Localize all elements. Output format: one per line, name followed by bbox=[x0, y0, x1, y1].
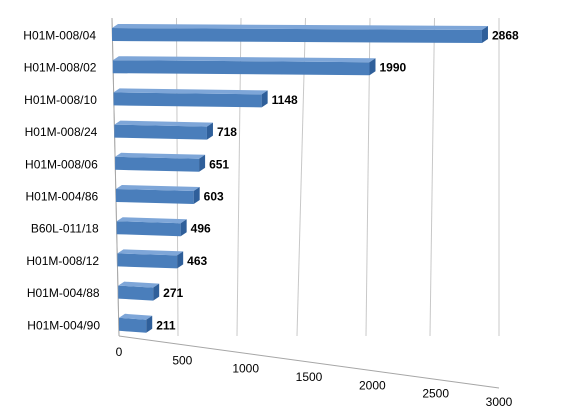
bar-side-H01M-004/88 bbox=[153, 283, 160, 301]
bar-H01M-004/90 bbox=[119, 313, 153, 333]
data-label-H01M-008/10: 1148 bbox=[272, 93, 298, 107]
bar-top-H01M-008/04 bbox=[112, 24, 488, 30]
bar-side-H01M-004/86 bbox=[193, 187, 200, 204]
floor-edge bbox=[118, 335, 500, 389]
bar-front-H01M-004/90 bbox=[119, 317, 147, 333]
category-label-B60L-011/18: B60L-011/18 bbox=[31, 222, 99, 236]
bar-front-H01M-008/10 bbox=[113, 92, 262, 108]
x-tick-label-2000: 2000 bbox=[359, 378, 386, 392]
category-label-H01M-004/86: H01M-004/86 bbox=[26, 190, 99, 204]
x-tick-label-500: 500 bbox=[172, 353, 192, 367]
bar-front-H01M-004/86 bbox=[115, 189, 194, 204]
bar-side-H01M-008/10 bbox=[261, 90, 268, 108]
x-tick-label-2500: 2500 bbox=[422, 387, 449, 401]
category-label-H01M-008/24: H01M-008/24 bbox=[25, 125, 98, 139]
category-label-H01M-004/88: H01M-004/88 bbox=[27, 286, 100, 300]
bar-H01M-008/10 bbox=[113, 88, 268, 108]
bar-side-B60L-011/18 bbox=[180, 219, 187, 237]
data-label-H01M-008/12: 463 bbox=[187, 254, 207, 268]
bar-H01M-008/02 bbox=[112, 56, 376, 76]
bar-H01M-008/06 bbox=[115, 152, 206, 172]
x-tick-label-0: 0 bbox=[116, 345, 123, 359]
bar-side-H01M-004/90 bbox=[146, 315, 153, 333]
bar-H01M-008/12 bbox=[117, 249, 184, 269]
bar-H01M-008/24 bbox=[114, 120, 213, 140]
bar-top-H01M-004/86 bbox=[115, 185, 200, 191]
category-label-H01M-004/90: H01M-004/90 bbox=[27, 318, 100, 332]
bar-side-H01M-008/02 bbox=[369, 58, 376, 76]
bar-side-H01M-008/06 bbox=[199, 154, 206, 172]
x-tick-label-3000: 3000 bbox=[486, 395, 513, 409]
bar-top-B60L-011/18 bbox=[116, 217, 187, 224]
bar-front-H01M-008/02 bbox=[112, 60, 370, 76]
bar-H01M-008/04 bbox=[112, 24, 488, 43]
data-label-H01M-008/06: 651 bbox=[209, 157, 229, 171]
data-label-B60L-011/18: 496 bbox=[191, 222, 211, 236]
data-label-H01M-004/86: 603 bbox=[204, 190, 224, 204]
bar-front-H01M-008/12 bbox=[117, 253, 178, 269]
bar-B60L-011/18 bbox=[116, 217, 187, 237]
category-label-H01M-008/12: H01M-008/12 bbox=[26, 254, 99, 268]
bar-front-H01M-008/06 bbox=[115, 156, 200, 172]
labels-layer: 0 500 1000 1500 2000 2500 3000 H01M-008/04 2868 H… bbox=[23, 29, 519, 410]
data-label-H01M-008/24: 718 bbox=[217, 125, 237, 139]
bar-top-H01M-008/06 bbox=[115, 152, 206, 159]
data-label-H01M-004/88: 271 bbox=[163, 286, 183, 300]
bar-front-H01M-008/04 bbox=[112, 28, 482, 43]
x-tick-label-1500: 1500 bbox=[296, 370, 323, 384]
bar-side-H01M-008/24 bbox=[206, 122, 213, 140]
data-label-H01M-008/04: 2868 bbox=[492, 29, 519, 43]
category-label-H01M-008/06: H01M-008/06 bbox=[25, 157, 98, 171]
bar-top-H01M-004/88 bbox=[118, 281, 160, 288]
bar-H01M-004/86 bbox=[115, 185, 200, 204]
bar-top-H01M-008/24 bbox=[114, 120, 213, 127]
bar-top-H01M-008/10 bbox=[113, 88, 268, 95]
bar-side-H01M-008/04 bbox=[481, 26, 488, 43]
bar-front-H01M-004/88 bbox=[118, 285, 154, 301]
bar-front-H01M-008/24 bbox=[114, 124, 207, 140]
gridline-2500 bbox=[429, 17, 435, 337]
bar-top-H01M-008/12 bbox=[117, 249, 184, 256]
data-label-H01M-008/02: 1990 bbox=[379, 61, 406, 75]
category-label-H01M-008/10: H01M-008/10 bbox=[24, 93, 97, 107]
bars-layer bbox=[112, 24, 488, 333]
category-label-H01M-008/02: H01M-008/02 bbox=[24, 61, 97, 75]
bar-top-H01M-004/90 bbox=[119, 313, 153, 320]
bar-H01M-004/88 bbox=[118, 281, 160, 301]
bar-front-B60L-011/18 bbox=[116, 221, 181, 237]
data-label-H01M-004/90: 211 bbox=[156, 318, 176, 332]
bar-top-H01M-008/02 bbox=[112, 56, 376, 63]
category-label-H01M-008/04: H01M-008/04 bbox=[23, 29, 96, 43]
bar-side-H01M-008/12 bbox=[177, 251, 184, 269]
x-tick-label-1000: 1000 bbox=[232, 362, 259, 376]
